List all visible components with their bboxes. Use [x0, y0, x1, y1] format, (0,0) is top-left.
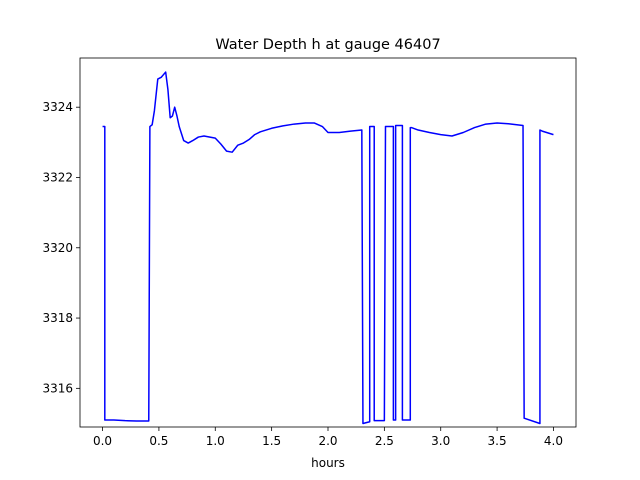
- x-tick-label: 3.5: [488, 434, 507, 448]
- x-tick-label: 0.0: [93, 434, 112, 448]
- series-line: [102, 71, 554, 425]
- x-axis-label: hours: [311, 456, 345, 470]
- x-axis: 0.0 0.5 1.0 1.5 2.0 2.5 3.0 3.5 4.0: [93, 427, 563, 448]
- y-tick-label: 3318: [42, 311, 73, 325]
- y-tick-label: 3324: [42, 100, 73, 114]
- y-tick-label: 3320: [42, 241, 73, 255]
- x-tick-label: 2.0: [318, 434, 337, 448]
- x-tick-label: 1.0: [206, 434, 225, 448]
- chart-title: Water Depth h at gauge 46407: [215, 37, 440, 53]
- x-tick-label: 1.5: [262, 434, 281, 448]
- x-tick-label: 0.5: [149, 434, 168, 448]
- y-tick-label: 3316: [42, 381, 73, 395]
- y-tick-label: 3322: [42, 170, 73, 184]
- x-tick-label: 4.0: [544, 434, 563, 448]
- x-tick-label: 3.0: [431, 434, 450, 448]
- x-tick-label: 2.5: [375, 434, 394, 448]
- y-axis: 3316 3318 3320 3322 3324: [42, 100, 80, 395]
